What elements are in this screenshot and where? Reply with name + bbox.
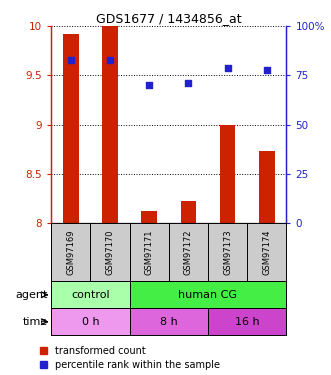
Text: 8 h: 8 h — [160, 317, 178, 327]
Text: GSM97172: GSM97172 — [184, 230, 193, 275]
Text: 0 h: 0 h — [82, 317, 99, 327]
Text: GSM97171: GSM97171 — [145, 230, 154, 275]
Text: agent: agent — [16, 290, 48, 300]
Point — [225, 64, 230, 70]
Text: GSM97173: GSM97173 — [223, 230, 232, 275]
Bar — [181, 201, 196, 223]
FancyBboxPatch shape — [51, 281, 130, 308]
Text: control: control — [71, 290, 110, 300]
FancyBboxPatch shape — [130, 308, 208, 335]
Legend: transformed count, percentile rank within the sample: transformed count, percentile rank withi… — [40, 346, 220, 370]
Bar — [220, 124, 235, 223]
FancyBboxPatch shape — [51, 308, 130, 335]
Text: human CG: human CG — [178, 290, 237, 300]
Point — [147, 82, 152, 88]
Bar — [63, 34, 79, 223]
Bar — [141, 211, 157, 223]
Point — [264, 67, 269, 73]
Point — [107, 57, 113, 63]
Bar — [102, 26, 118, 223]
Point — [68, 57, 73, 63]
Bar — [259, 151, 274, 223]
FancyBboxPatch shape — [130, 281, 286, 308]
Point — [186, 80, 191, 86]
Title: GDS1677 / 1434856_at: GDS1677 / 1434856_at — [96, 12, 242, 25]
Text: 16 h: 16 h — [235, 317, 260, 327]
Text: GSM97169: GSM97169 — [67, 230, 75, 275]
Text: time: time — [23, 317, 48, 327]
FancyBboxPatch shape — [208, 308, 286, 335]
Text: GSM97170: GSM97170 — [106, 230, 115, 275]
Text: GSM97174: GSM97174 — [262, 230, 271, 275]
